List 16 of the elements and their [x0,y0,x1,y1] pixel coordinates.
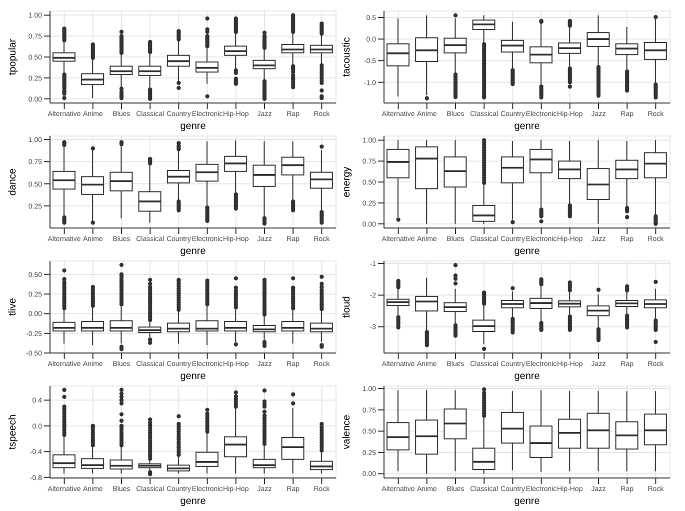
x-axis-title: genre [180,496,206,507]
y-axis-title: energy [342,166,353,198]
x-axis-title: genre [514,246,540,257]
y-axis-title: tpopular [8,38,19,76]
x-axis-title: genre [180,246,206,257]
y-axis-title: valence [342,414,353,450]
x-axis-title: genre [514,121,540,132]
x-axis-title: genre [514,496,540,507]
x-axis-title: genre [180,371,206,382]
y-axis-title: tloud [342,296,353,318]
y-axis-title: tspeech [8,414,19,450]
y-axis-title: tlive [8,298,19,316]
x-axis-title: genre [180,121,206,132]
x-axis-title: genre [514,371,540,382]
y-axis-title: tacoustic [342,37,353,77]
y-axis-title: dance [8,168,19,196]
